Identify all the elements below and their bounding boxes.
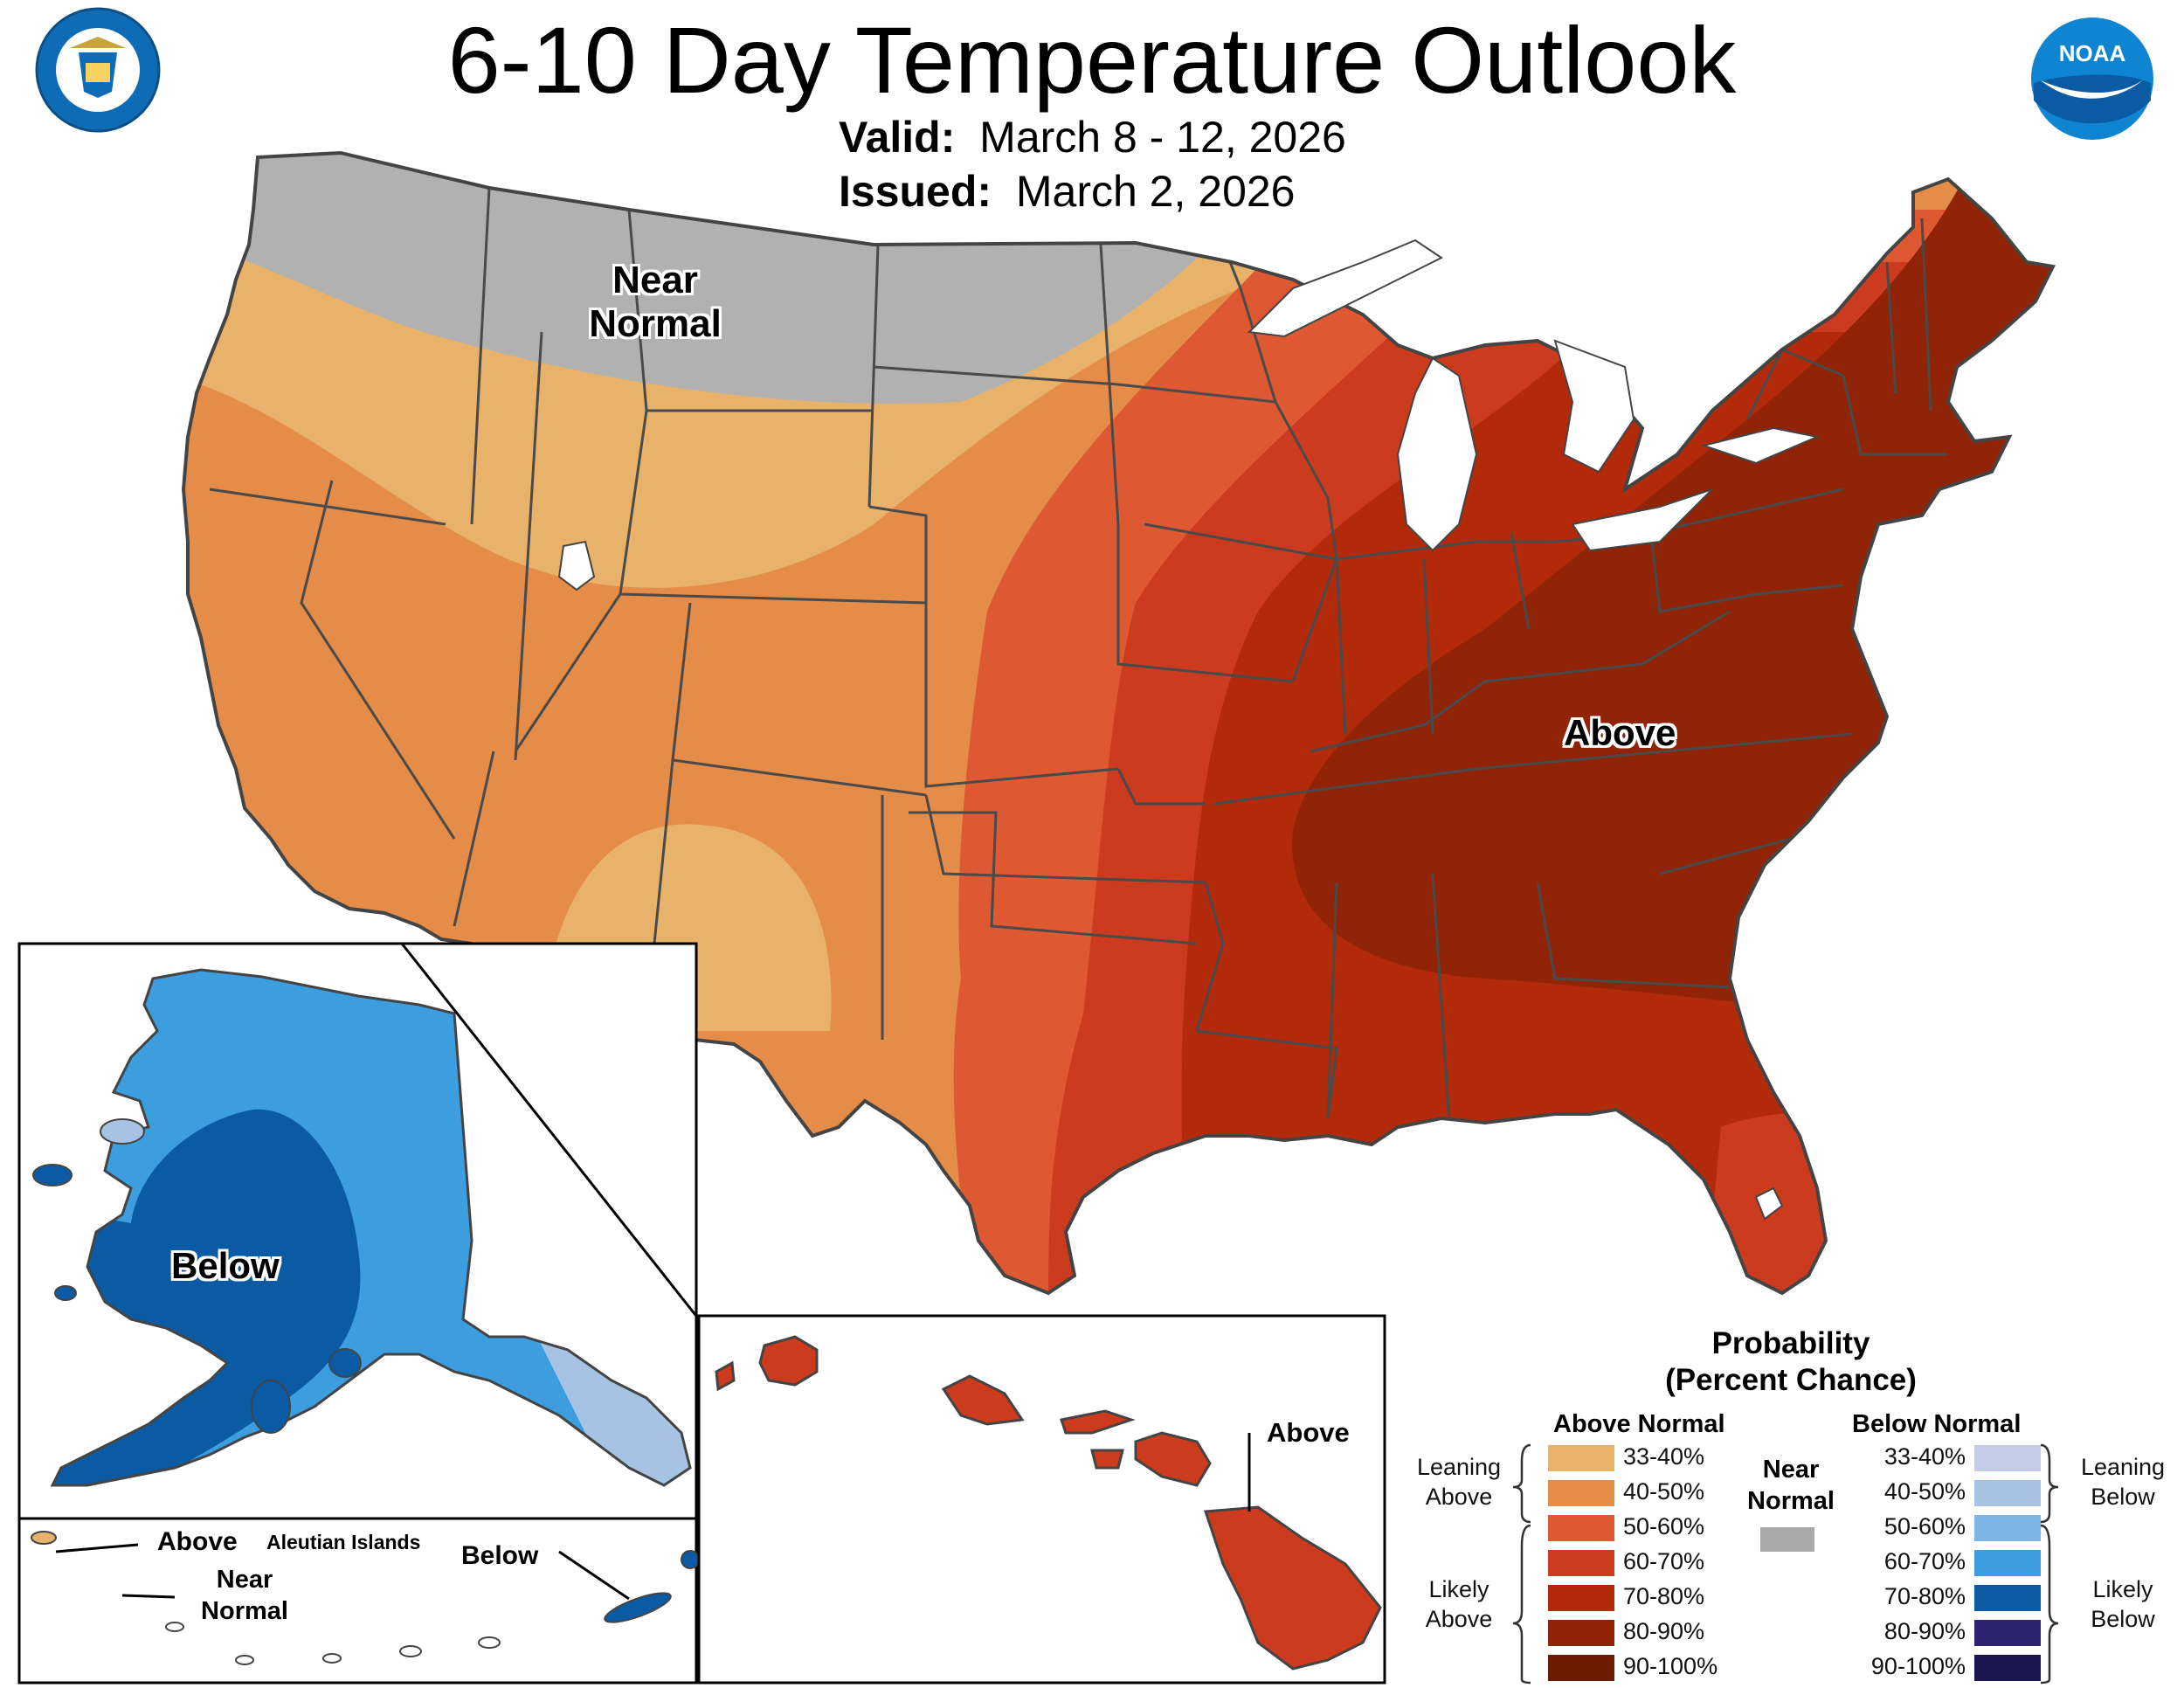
issued-line: Issued: March 2, 2026 xyxy=(839,166,1296,217)
legend-near-line-1: Near xyxy=(1762,1456,1820,1484)
legend-above-bin-label: 70-80% xyxy=(1623,1583,1705,1609)
legend-below-bin-swatch xyxy=(1974,1655,2041,1681)
alaska-inset xyxy=(17,942,701,1685)
legend-above-bin-label: 33-40% xyxy=(1623,1443,1705,1470)
legend-likely-below-2: Below xyxy=(2091,1606,2155,1632)
legend-likely-below-1: Likely xyxy=(2092,1576,2153,1602)
legend-above-bin-label: 80-90% xyxy=(1623,1618,1705,1644)
near-normal-label: Near Normal xyxy=(577,259,734,346)
valid-label: Valid: xyxy=(839,113,956,162)
commerce-seal-logo xyxy=(35,7,161,133)
legend-below-bin-swatch xyxy=(1974,1480,2041,1506)
aleutian-near-normal-line-2: Normal xyxy=(201,1597,288,1625)
legend-below-header: Below Normal xyxy=(1852,1410,2022,1438)
legend-above-bin-swatch xyxy=(1548,1620,1614,1646)
legend-above-bin-label: 60-70% xyxy=(1623,1548,1705,1574)
legend-above-bin-swatch xyxy=(1548,1550,1614,1576)
legend-below-bin-label: 70-80% xyxy=(1883,1583,1966,1609)
legend-title-2: (Percent Chance) xyxy=(1665,1363,1917,1397)
legend-above-header: Above Normal xyxy=(1553,1410,1725,1438)
aleutian-near-normal-line-1: Near xyxy=(216,1566,273,1594)
legend-leaning-above-1: Leaning xyxy=(1416,1454,1502,1480)
legend-likely-below: Likely Below xyxy=(2070,1574,2175,1634)
legend-below-bin-label: 90-100% xyxy=(1870,1653,1966,1679)
legend-likely-above-1: Likely xyxy=(1428,1576,1489,1602)
legend-above-bin-label: 90-100% xyxy=(1623,1653,1718,1679)
aleutian-above-label: Above xyxy=(157,1527,238,1556)
page-title: 6-10 Day Temperature Outlook xyxy=(447,7,1737,113)
aleutian-islands-title: Aleutian Islands xyxy=(266,1531,421,1553)
legend-leaning-below: Leaning Below xyxy=(2070,1452,2175,1512)
issued-label: Issued: xyxy=(839,167,992,216)
legend-below-bin-label: 33-40% xyxy=(1883,1443,1966,1470)
legend-below-bin-label: 40-50% xyxy=(1883,1478,1966,1505)
legend-above-bin-swatch xyxy=(1548,1445,1614,1471)
hawaii-inset xyxy=(697,1314,1386,1685)
valid-value: March 8 - 12, 2026 xyxy=(979,113,1346,162)
legend-below-bin-label: 80-90% xyxy=(1883,1618,1966,1644)
legend-above-bin-swatch xyxy=(1548,1585,1614,1611)
legend-leaning-below-2: Below xyxy=(2091,1484,2155,1510)
near-normal-line-2: Normal xyxy=(589,302,722,345)
legend-below-bin-swatch xyxy=(1974,1585,2041,1611)
legend-above-bin-label: 50-60% xyxy=(1623,1513,1705,1539)
legend-leaning-above-2: Above xyxy=(1425,1484,1493,1510)
legend-below-bin-swatch xyxy=(1974,1515,2041,1541)
legend-near-header: Near Normal xyxy=(1738,1454,1843,1517)
legend-above-bin-label: 40-50% xyxy=(1623,1478,1705,1505)
legend-near-normal-swatch xyxy=(1760,1527,1814,1552)
legend-brackets xyxy=(1512,1443,2059,1685)
above-label: Above xyxy=(1564,712,1676,753)
noaa-logo-text: NOAA xyxy=(2059,40,2126,66)
great-lakes xyxy=(557,239,1821,1221)
legend-leaning-below-1: Leaning xyxy=(2080,1454,2166,1480)
legend-title-1: Probability xyxy=(1711,1326,1870,1360)
legend-above-bin-swatch xyxy=(1548,1655,1614,1681)
aleutian-below-label: Below xyxy=(461,1541,539,1570)
issued-value: March 2, 2026 xyxy=(1015,167,1296,216)
legend-near-line-2: Normal xyxy=(1747,1487,1835,1515)
legend-below-bin-swatch xyxy=(1974,1445,2041,1471)
legend-below-bin-label: 50-60% xyxy=(1883,1513,1966,1539)
legend-above-bin-swatch xyxy=(1548,1480,1614,1506)
conus-outline xyxy=(181,150,2056,1296)
below-label: Below xyxy=(171,1245,280,1286)
noaa-logo: NOAA xyxy=(2031,17,2153,140)
aleutian-near-normal-label: Near Normal xyxy=(179,1564,310,1627)
legend-likely-above-2: Above xyxy=(1425,1606,1493,1632)
legend-below-bin-swatch xyxy=(1974,1550,2041,1576)
legend-above-bin-swatch xyxy=(1548,1515,1614,1541)
legend-below-bin-swatch xyxy=(1974,1620,2041,1646)
legend-likely-above: Likely Above xyxy=(1406,1574,1511,1634)
legend-leaning-above: Leaning Above xyxy=(1406,1452,1511,1512)
hawaii-above-label: Above xyxy=(1267,1417,1350,1448)
legend-below-bin-label: 60-70% xyxy=(1883,1548,1966,1574)
valid-line: Valid: March 8 - 12, 2026 xyxy=(839,112,1346,163)
near-normal-line-1: Near xyxy=(612,259,698,301)
